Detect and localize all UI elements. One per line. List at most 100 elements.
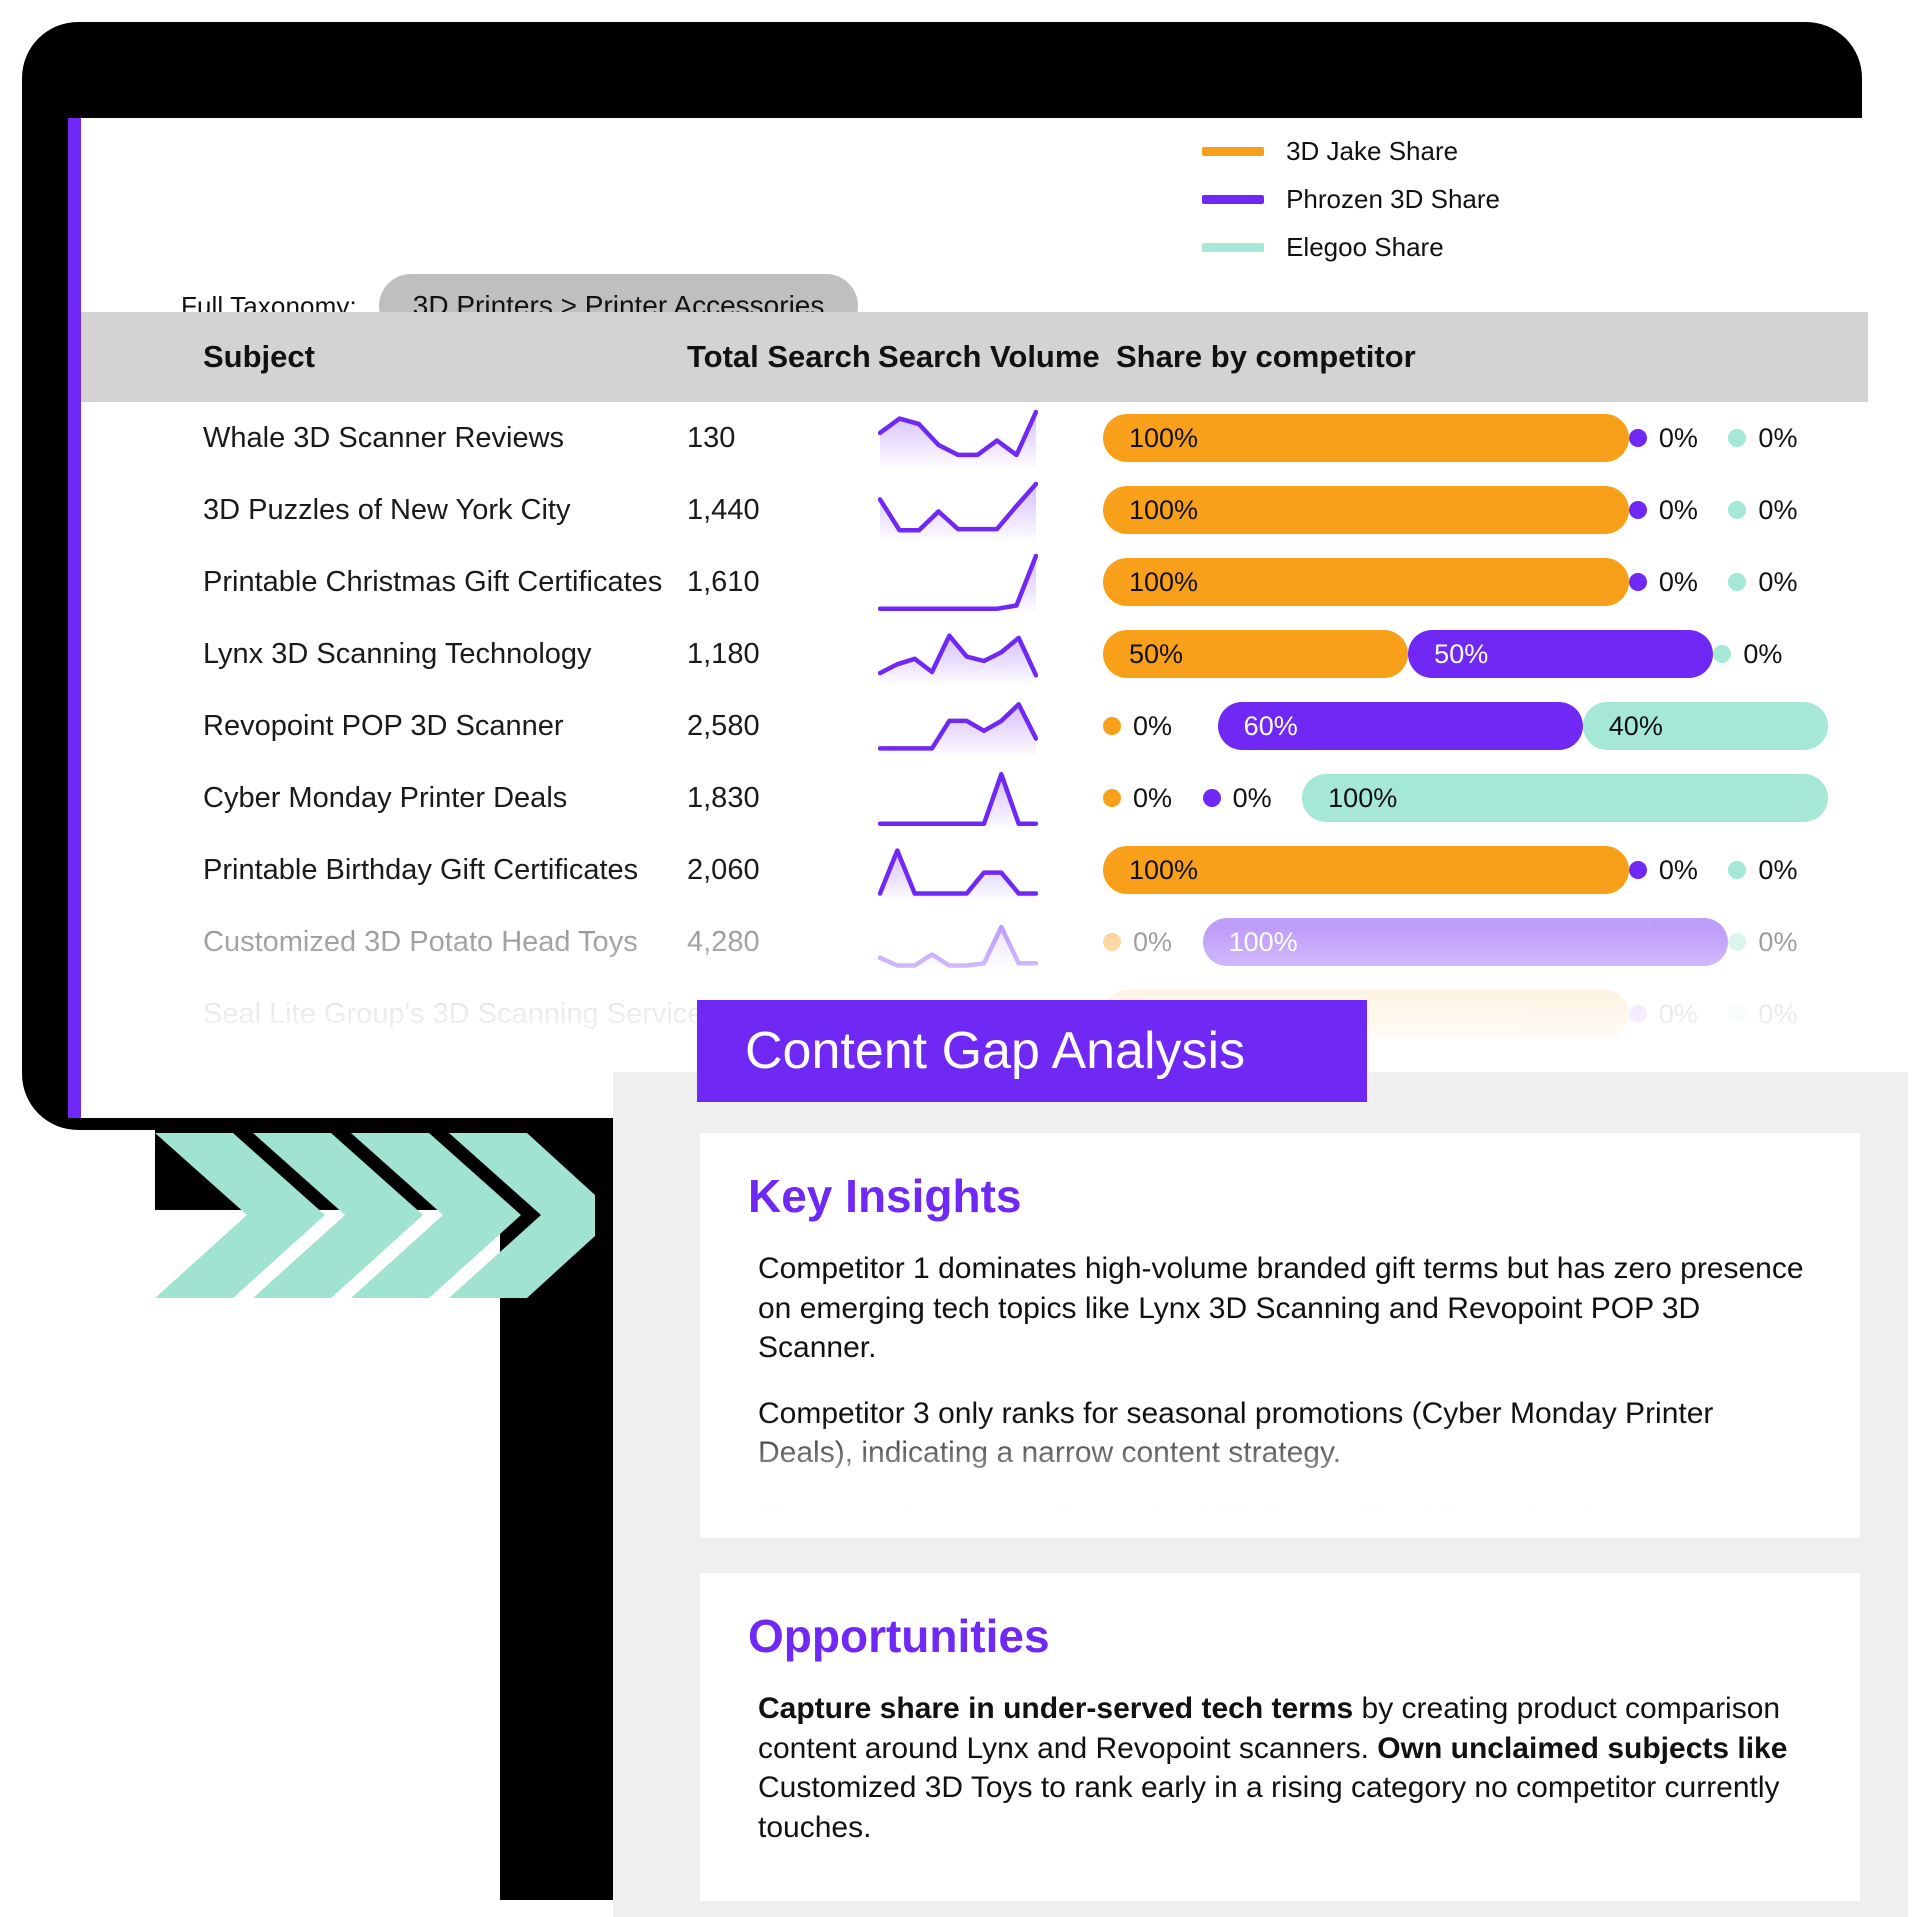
share-dot-icon-phrozen (1628, 573, 1647, 591)
share-bar-jake[interactable]: 100% (1103, 558, 1629, 606)
share-zero-elegoo: 0% (1713, 639, 1828, 670)
cell-subject: Cyber Monday Printer Deals (203, 781, 568, 814)
table-row[interactable]: 3D Puzzles of New York City 1,440 100% 0% 0% (81, 474, 1868, 546)
share-dot-icon-jake (1103, 717, 1121, 735)
cell-total-search: 1,180 (687, 637, 760, 670)
share-bar-jake[interactable]: 50% (1103, 630, 1409, 678)
share-bar-phrozen[interactable]: 60% (1217, 702, 1583, 750)
cell-total-search: 130 (687, 421, 736, 454)
cell-subject: Revopoint POP 3D Scanner (203, 709, 564, 742)
cell-search-volume-sparkline (877, 551, 1039, 613)
content-gap-panel-title: Content Gap Analysis (745, 1022, 1246, 1080)
share-bar-jake[interactable]: 100% (1103, 846, 1629, 894)
share-dot-icon-jake (1103, 933, 1121, 951)
share-dot-icon-elegoo (1713, 645, 1732, 663)
column-header-subject[interactable]: Subject (203, 339, 315, 374)
top-bar: Full Taxonomy: 3D Printers > Printer Acc… (81, 118, 1868, 338)
share-dot-icon-phrozen (1202, 789, 1221, 807)
legend-label-jake: 3D Jake Share (1286, 136, 1459, 166)
share-zero-label-phrozen: 0% (1658, 998, 1698, 1029)
cell-subject: 3D Puzzles of New York City (203, 493, 571, 526)
sparkline-icon (877, 409, 1039, 467)
sparkline-icon (877, 633, 1039, 683)
share-bar-phrozen[interactable]: 100% (1202, 918, 1729, 966)
cell-total-search: 1,440 (687, 493, 760, 526)
key-insight-paragraph-3: No competitor covers Customized 3D Potat… (758, 1501, 1613, 1535)
key-insights-body: Competitor 1 dominates high-volume brand… (700, 1223, 1860, 1538)
legend-swatch-icon-jake (1202, 147, 1265, 156)
table-row[interactable]: Printable Birthday Gift Certificates 2,06… (81, 834, 1868, 906)
table-row[interactable]: Whale 3D Scanner Reviews 130 100% 0% 0% (81, 402, 1868, 474)
share-bar-jake[interactable]: 100% (1103, 486, 1629, 534)
cell-subject: Whale 3D Scanner Reviews (203, 421, 565, 454)
share-zero-label-elegoo: 0% (1758, 494, 1798, 525)
sparkline-icon (877, 848, 1039, 899)
share-dot-icon-elegoo (1728, 573, 1747, 591)
share-zero-label-phrozen: 0% (1658, 854, 1698, 885)
opportunities-bold-2: Own unclaimed subjects like (1377, 1731, 1788, 1765)
cell-share-by-competitor: 100% 0% 0% (1103, 846, 1828, 894)
share-zero-phrozen: 0% (1628, 566, 1729, 598)
share-zero-phrozen: 0% (1202, 782, 1303, 814)
column-header-share-by-competitor[interactable]: Share by competitor (1116, 339, 1416, 374)
share-dot-icon-jake (1103, 789, 1121, 807)
table-body: Whale 3D Scanner Reviews 130 100% 0% 0% 3D Pu… (81, 402, 1868, 1118)
cell-search-volume-sparkline (877, 839, 1039, 901)
table-row[interactable]: Printable Christmas Gift Certificates 1,6… (81, 546, 1868, 618)
sparkline-icon (877, 771, 1039, 827)
cell-search-volume-sparkline (877, 623, 1039, 685)
cell-total-search: 2,060 (687, 853, 760, 886)
share-zero-label-elegoo: 0% (1758, 926, 1798, 957)
cell-search-volume-sparkline (877, 407, 1039, 469)
share-zero-label-phrozen: 0% (1232, 782, 1272, 813)
share-dot-icon-phrozen (1628, 861, 1647, 879)
accent-rail (68, 118, 81, 1118)
share-zero-label-phrozen: 0% (1658, 566, 1698, 597)
share-zero-elegoo: 0% (1728, 855, 1828, 886)
cell-share-by-competitor: 100% 0% 0% (1103, 558, 1828, 606)
share-bar-jake[interactable]: 100% (1103, 414, 1629, 462)
opportunities-text-2: Customized 3D Toys to rank early in a ri… (758, 1771, 1780, 1844)
table-row[interactable]: Lynx 3D Scanning Technology 1,180 50% 50% 0% (81, 618, 1868, 690)
share-zero-label-phrozen: 0% (1658, 422, 1698, 453)
cell-search-volume-sparkline (877, 479, 1039, 541)
cell-total-search: 1,610 (687, 565, 760, 598)
chevron-decoration (155, 1133, 595, 1298)
share-dot-icon-elegoo (1728, 501, 1747, 519)
share-dot-icon-elegoo (1728, 1005, 1747, 1023)
column-header-search-volume[interactable]: Search Volume (878, 339, 1100, 374)
share-zero-elegoo: 0% (1728, 495, 1828, 526)
share-zero-label-jake: 0% (1133, 710, 1173, 741)
table-row[interactable]: Cyber Monday Printer Deals 1,830 0% 0% 100% (81, 762, 1868, 834)
share-dot-icon-phrozen (1628, 1005, 1647, 1023)
share-zero-jake: 0% (1103, 927, 1203, 958)
share-bar-elegoo[interactable]: 40% (1582, 702, 1828, 750)
share-zero-elegoo: 0% (1728, 999, 1828, 1030)
share-zero-phrozen: 0% (1628, 998, 1729, 1030)
cell-share-by-competitor: 0% 0% 100% (1103, 774, 1828, 822)
table-row[interactable]: Customized 3D Potato Head Toys 4,280 0% 100… (81, 906, 1868, 978)
cell-subject: Customized 3D Potato Head Toys (203, 925, 638, 958)
share-dot-icon-elegoo (1728, 933, 1747, 951)
cell-total-search: 4,280 (687, 925, 760, 958)
share-zero-jake: 0% (1103, 783, 1203, 814)
share-zero-label-jake: 0% (1133, 926, 1173, 957)
opportunities-body: Capture share in under-served tech terms… (700, 1663, 1860, 1847)
table-header-row: Subject Total Search Search Volume Share… (81, 312, 1868, 402)
column-header-total-search[interactable]: Total Search (687, 339, 871, 374)
legend-swatch-icon-phrozen (1202, 195, 1265, 204)
legend-swatch-icon-elegoo (1202, 243, 1265, 252)
opportunities-paragraph: Capture share in under-served tech terms… (758, 1689, 1806, 1847)
opportunities-heading: Opportunities (748, 1610, 1050, 1662)
share-bar-phrozen[interactable]: 50% (1408, 630, 1714, 678)
legend-item-jake[interactable]: 3D Jake Share (1202, 136, 1500, 167)
table-row[interactable]: Revopoint POP 3D Scanner 2,580 0% 60% 40% (81, 690, 1868, 762)
share-bar-elegoo[interactable]: 100% (1302, 774, 1828, 822)
legend-item-elegoo[interactable]: Elegoo Share (1202, 232, 1500, 263)
share-dot-icon-elegoo (1728, 429, 1747, 447)
legend-item-phrozen[interactable]: Phrozen 3D Share (1202, 184, 1500, 215)
share-dot-icon-phrozen (1628, 501, 1647, 519)
content-gap-panel-header: Content Gap Analysis (697, 1000, 1367, 1102)
cell-subject: Seal Lite Group's 3D Scanning Services (203, 997, 718, 1030)
